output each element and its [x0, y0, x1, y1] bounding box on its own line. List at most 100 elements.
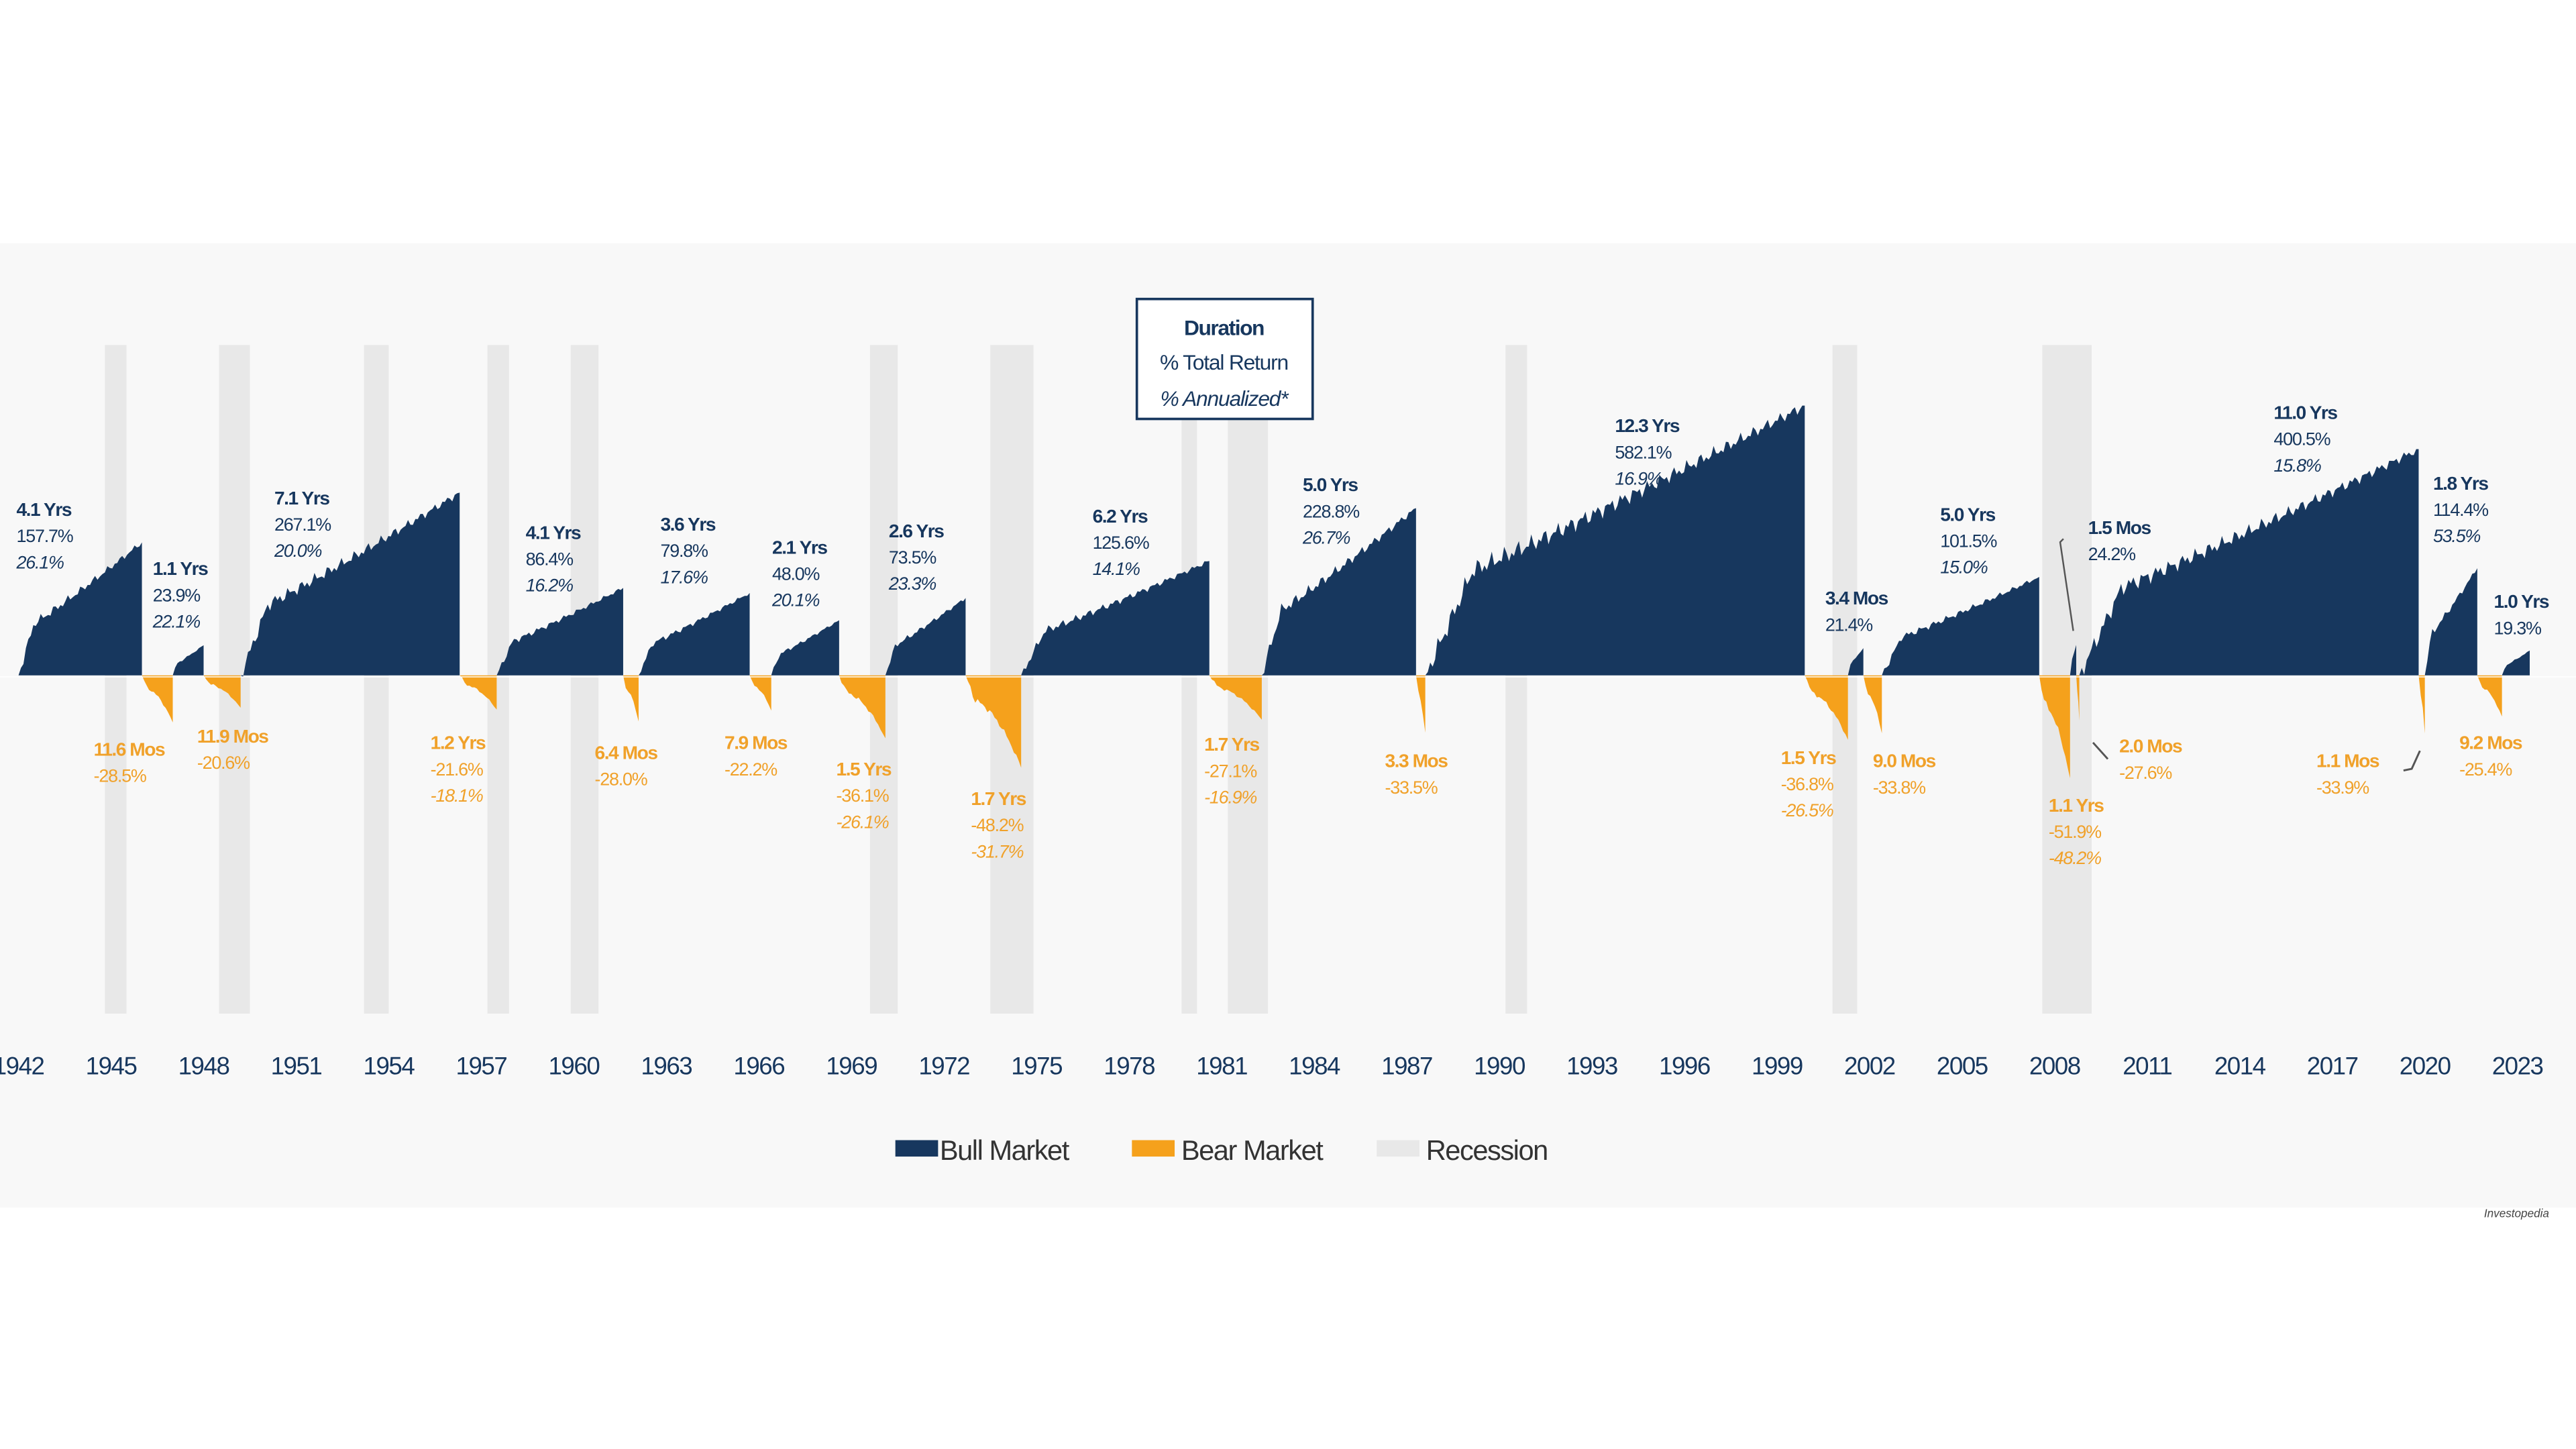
duration-label: 1.7 Yrs: [1204, 734, 1259, 755]
x-tick-label: 1963: [641, 1053, 692, 1080]
duration-label: 11.9 Mos: [197, 726, 268, 747]
bull-area: [1882, 577, 2039, 676]
annualized-label: 20.0%: [274, 541, 321, 561]
x-tick-label: 1966: [733, 1053, 784, 1080]
annualized-label: 22.1%: [152, 612, 200, 632]
return-label: -22.2%: [724, 759, 777, 780]
bear-area: [1415, 675, 1426, 733]
return-label: 21.4%: [1825, 614, 1872, 635]
bear-area: [203, 675, 241, 708]
annualized-label: 53.5%: [2433, 526, 2480, 546]
duration-label: 11.6 Mos: [94, 739, 165, 760]
pointer: [2092, 741, 2109, 760]
x-tick-label: 1978: [1104, 1053, 1155, 1080]
duration-label: 9.0 Mos: [1873, 751, 1936, 771]
annualized-label: 23.3%: [888, 574, 936, 594]
key-return: % Total Return: [1160, 350, 1288, 374]
return-label: 157.7%: [16, 526, 72, 546]
duration-label: 1.2 Yrs: [431, 733, 486, 753]
annualized-label: 16.9%: [1615, 468, 1662, 488]
annualized-label: 16.2%: [526, 576, 573, 596]
return-label: -25.4%: [2459, 759, 2512, 780]
legend-label: Bull Market: [940, 1134, 1070, 1166]
return-label: 400.5%: [2273, 429, 2330, 449]
duration-label: 12.3 Yrs: [1615, 415, 1680, 436]
x-tick-label: 2020: [2400, 1053, 2451, 1080]
duration-label: 6.4 Mos: [595, 742, 658, 763]
bear-area: [839, 675, 885, 739]
x-tick-label: 1942: [0, 1053, 44, 1080]
duration-label: 1.7 Yrs: [971, 788, 1026, 809]
bull-area: [2424, 568, 2477, 676]
return-label: -20.6%: [197, 753, 250, 773]
return-label: 73.5%: [889, 547, 936, 568]
x-tick-label: 2008: [2029, 1053, 2080, 1080]
return-label: -27.6%: [2119, 763, 2171, 783]
duration-label: 1.5 Yrs: [837, 759, 892, 780]
bear-area: [2039, 675, 2070, 779]
bull-area: [172, 645, 204, 676]
return-label: 125.6%: [1093, 533, 1149, 553]
duration-label: 2.6 Yrs: [889, 521, 944, 541]
return-label: 23.9%: [153, 585, 200, 605]
duration-label: 1.1 Yrs: [153, 558, 208, 579]
key-annualized: % Annualized*: [1161, 386, 1290, 411]
duration-label: 2.0 Mos: [2119, 736, 2182, 757]
x-tick-label: 2011: [2123, 1053, 2171, 1080]
bull-area: [771, 620, 839, 676]
bear-area: [1209, 675, 1262, 720]
x-tick-label: 1987: [1381, 1053, 1432, 1080]
return-label: -28.0%: [595, 769, 647, 790]
return-label: -33.5%: [1385, 777, 1437, 798]
annualized-label: 17.6%: [660, 567, 707, 587]
recession-band: [364, 345, 389, 1014]
key-duration: Duration: [1184, 316, 1264, 340]
bull-area: [1261, 508, 1416, 676]
duration-label: 4.1 Yrs: [16, 499, 71, 520]
annualized-label: -16.9%: [1204, 788, 1256, 808]
bear-area: [1863, 675, 1882, 734]
return-label: 48.0%: [772, 564, 819, 584]
recession-band: [1181, 345, 1197, 1014]
duration-label: 5.0 Yrs: [1940, 504, 1995, 525]
recession-band: [1505, 345, 1527, 1014]
bull-area: [2079, 449, 2419, 676]
x-tick-label: 1960: [548, 1053, 599, 1080]
duration-label: 7.1 Yrs: [274, 488, 329, 508]
bear-area: [749, 675, 771, 711]
return-label: 24.2%: [2088, 544, 2135, 564]
legend-swatch: [1132, 1140, 1175, 1157]
return-label: -21.6%: [431, 759, 483, 780]
x-tick-label: 1981: [1196, 1053, 1247, 1080]
labels: 4.1 Yrs 157.7% 26.1% 1.1 Yrs 23.9% 22.1% 7.1 Y…: [15, 402, 2550, 868]
pointer: [2059, 538, 2074, 631]
bear-area: [2418, 675, 2425, 734]
duration-label: 1.8 Yrs: [2433, 473, 2488, 494]
duration-label: 9.2 Mos: [2459, 733, 2522, 753]
return-label: 582.1%: [1615, 442, 1671, 462]
bear-area: [2076, 675, 2080, 721]
x-tick-label: 1957: [456, 1053, 507, 1080]
annualized-label: 26.7%: [1302, 528, 1350, 548]
areas: [18, 405, 2530, 779]
bull-area: [885, 598, 966, 676]
return-label: 101.5%: [1940, 531, 1996, 551]
bear-area: [142, 675, 173, 722]
duration-label: 6.2 Yrs: [1093, 506, 1148, 527]
return-label: 86.4%: [526, 549, 573, 569]
bear-area: [965, 675, 1022, 768]
return-label: -27.1%: [1204, 761, 1256, 781]
x-tick-label: 1996: [1659, 1053, 1710, 1080]
x-tick-label: 2002: [1844, 1053, 1895, 1080]
duration-label: 2.1 Yrs: [772, 537, 827, 557]
x-tick-label: 1975: [1011, 1053, 1062, 1080]
bull-area: [18, 542, 142, 676]
duration-label: 1.1 Yrs: [2049, 795, 2104, 816]
x-axis: 1942 1945 1948 1951 1954 1957 1960 1963 1966 1969…: [0, 1053, 2544, 1080]
bull-area: [1425, 405, 1805, 676]
duration-label: 5.0 Yrs: [1303, 474, 1358, 495]
bull-area: [1021, 561, 1210, 676]
x-tick-label: 2014: [2214, 1053, 2266, 1080]
duration-label: 1.5 Mos: [2088, 517, 2151, 538]
